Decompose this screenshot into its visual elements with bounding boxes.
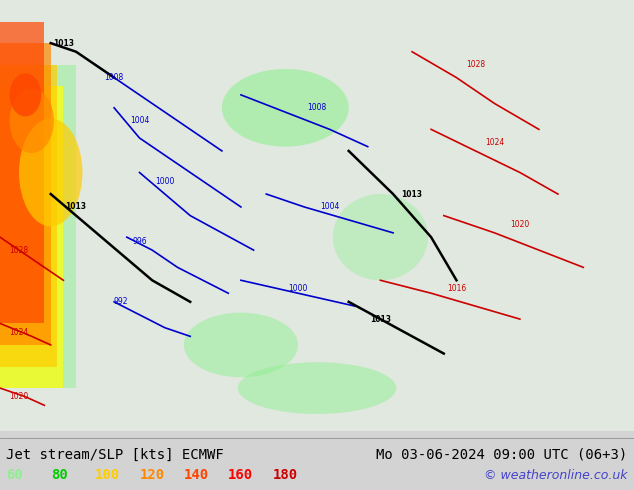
Text: 1013: 1013 [401, 190, 423, 198]
Text: 80: 80 [51, 468, 67, 482]
Text: © weatheronline.co.uk: © weatheronline.co.uk [484, 469, 628, 482]
Text: 180: 180 [273, 468, 298, 482]
Text: 1008: 1008 [105, 73, 124, 82]
Bar [0, 22, 44, 323]
Bar [0, 86, 63, 388]
Ellipse shape [222, 69, 349, 147]
Text: 1008: 1008 [307, 103, 327, 112]
Text: 1013: 1013 [53, 39, 74, 48]
Text: 1020: 1020 [510, 220, 529, 229]
Text: 140: 140 [184, 468, 209, 482]
Text: 160: 160 [228, 468, 254, 482]
Ellipse shape [19, 119, 82, 226]
Text: 1024: 1024 [10, 327, 29, 337]
Text: 996: 996 [132, 237, 147, 246]
Text: 1028: 1028 [10, 245, 29, 255]
Text: 120: 120 [139, 468, 165, 482]
Ellipse shape [10, 88, 54, 153]
Text: 1000: 1000 [155, 176, 174, 186]
Ellipse shape [238, 362, 396, 414]
Text: 1016: 1016 [447, 284, 466, 294]
Text: 1028: 1028 [466, 60, 485, 69]
Text: 60: 60 [6, 468, 23, 482]
Text: 100: 100 [95, 468, 120, 482]
Text: 1004: 1004 [320, 202, 339, 212]
Text: 1013: 1013 [370, 315, 391, 323]
Bar [0, 65, 76, 388]
Text: 1000: 1000 [288, 284, 307, 294]
Text: 1013: 1013 [65, 202, 87, 212]
Text: 992: 992 [113, 297, 127, 306]
Text: Jet stream/SLP [kts] ECMWF: Jet stream/SLP [kts] ECMWF [6, 448, 224, 462]
Text: Mo 03-06-2024 09:00 UTC (06+3): Mo 03-06-2024 09:00 UTC (06+3) [377, 448, 628, 462]
Text: 1020: 1020 [10, 392, 29, 401]
Text: 1024: 1024 [485, 138, 504, 147]
Ellipse shape [184, 313, 298, 377]
Bar [0, 43, 51, 345]
Text: 1004: 1004 [130, 116, 149, 125]
Ellipse shape [333, 194, 428, 280]
Ellipse shape [10, 74, 41, 117]
Bar [0, 65, 57, 367]
